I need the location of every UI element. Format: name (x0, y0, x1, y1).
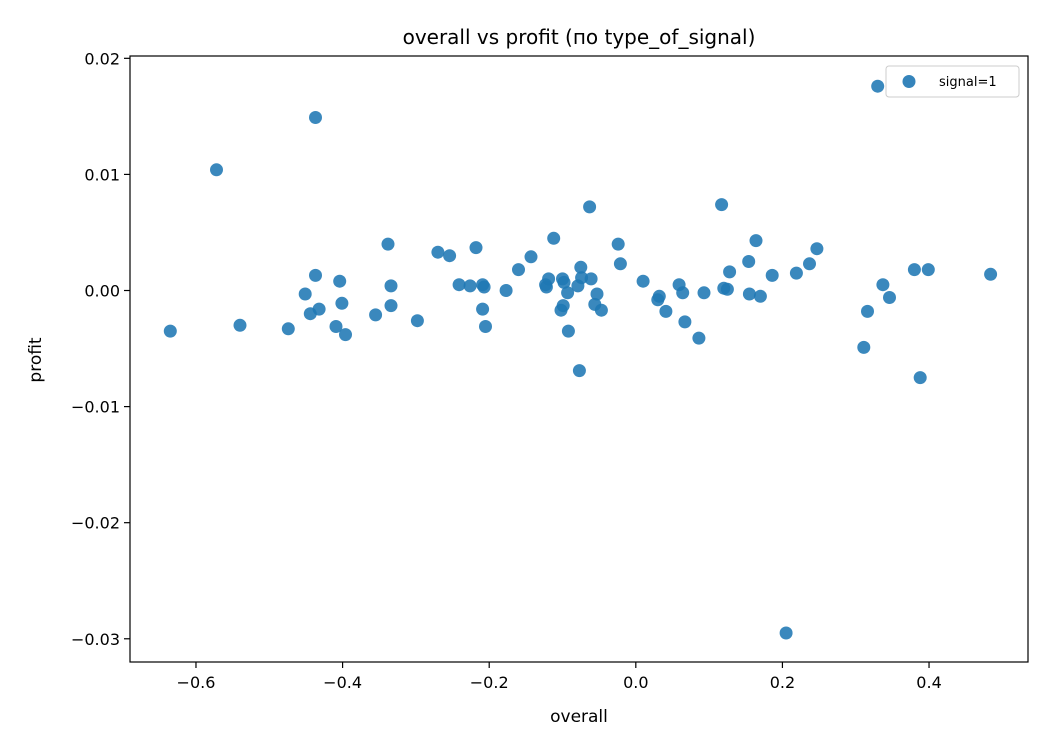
data-point (742, 255, 756, 268)
data-point (233, 318, 247, 332)
data-point (810, 242, 824, 256)
data-point (723, 265, 737, 279)
data-point (574, 260, 588, 274)
data-point (542, 272, 556, 286)
data-point (715, 198, 729, 212)
data-point (789, 266, 803, 280)
y-tick-label: −0.02 (71, 514, 120, 533)
data-point (431, 245, 445, 259)
data-point (312, 302, 326, 316)
y-tick-label: 0.02 (84, 49, 120, 68)
y-axis-label: profit (26, 337, 46, 383)
y-tick-label: 0.00 (84, 282, 120, 301)
x-axis: −0.6 −0.4 −0.2 0.0 0.2 0.4 (177, 662, 942, 692)
x-tick-label: −0.6 (177, 673, 216, 692)
legend-box (885, 65, 1020, 98)
data-point (561, 324, 575, 338)
data-point (512, 263, 525, 277)
data-point (298, 287, 312, 301)
data-point (572, 364, 586, 378)
data-point (984, 267, 998, 281)
data-point (443, 249, 457, 263)
chart-title: overall vs profit (по type_of_signal) (403, 25, 756, 49)
data-point (499, 284, 513, 297)
data-point (871, 79, 885, 93)
data-point (333, 274, 347, 288)
plot-frame (129, 55, 1029, 663)
y-tick-label: 0.01 (84, 165, 120, 184)
data-point (861, 304, 874, 318)
data-point (676, 286, 690, 300)
data-point (652, 289, 666, 303)
data-point (384, 279, 398, 293)
data-point (309, 268, 322, 282)
data-point (779, 626, 793, 640)
legend: signal=1 (885, 65, 1020, 98)
data-point (753, 289, 767, 303)
data-point (857, 340, 871, 354)
data-point (557, 275, 571, 289)
data-point (309, 111, 322, 124)
data-point (477, 280, 491, 294)
data-point (913, 371, 927, 385)
data-point (749, 234, 763, 248)
data-point (692, 331, 706, 345)
data-point (803, 257, 816, 271)
x-tick-label: 0.2 (770, 673, 795, 692)
data-point (524, 250, 538, 264)
x-axis-label: overall (550, 707, 608, 727)
data-point (883, 291, 896, 304)
data-point (611, 237, 625, 251)
data-point (479, 320, 492, 333)
data-point (384, 299, 398, 313)
y-tick-label: −0.03 (71, 630, 120, 649)
data-point (329, 320, 343, 333)
legend-marker (902, 75, 916, 88)
data-point (921, 263, 935, 277)
data-point (590, 287, 604, 301)
data-point (765, 268, 779, 282)
data-point (547, 231, 561, 245)
y-axis: −0.03 −0.02 −0.01 0.00 0.01 0.02 (71, 49, 130, 649)
data-point (452, 278, 466, 292)
y-tick-label: −0.01 (71, 398, 120, 417)
data-point (381, 237, 395, 251)
points-layer (163, 79, 998, 640)
data-point (697, 286, 711, 300)
data-point (469, 241, 483, 255)
data-point (659, 304, 673, 318)
data-point (561, 286, 575, 300)
data-point (369, 308, 383, 322)
data-point (556, 299, 570, 313)
data-point (876, 278, 890, 292)
data-point (742, 287, 756, 301)
data-point (613, 257, 627, 271)
data-point (594, 303, 608, 317)
x-tick-label: −0.4 (323, 673, 362, 692)
data-point (463, 279, 477, 293)
data-point (583, 200, 597, 214)
data-point (584, 272, 598, 286)
data-point (210, 163, 223, 177)
data-point (339, 328, 352, 342)
data-point (410, 314, 424, 328)
legend-label: signal=1 (939, 75, 997, 90)
data-point (476, 302, 490, 316)
data-point (335, 296, 349, 310)
data-point (907, 263, 921, 277)
data-point (720, 282, 734, 296)
data-point (636, 274, 650, 288)
x-tick-label: −0.2 (470, 673, 509, 692)
x-tick-label: 0.4 (916, 673, 941, 692)
data-point (575, 271, 589, 285)
x-tick-label: 0.0 (623, 673, 648, 692)
data-point (281, 322, 295, 336)
data-point (163, 324, 177, 338)
data-point (678, 315, 692, 329)
